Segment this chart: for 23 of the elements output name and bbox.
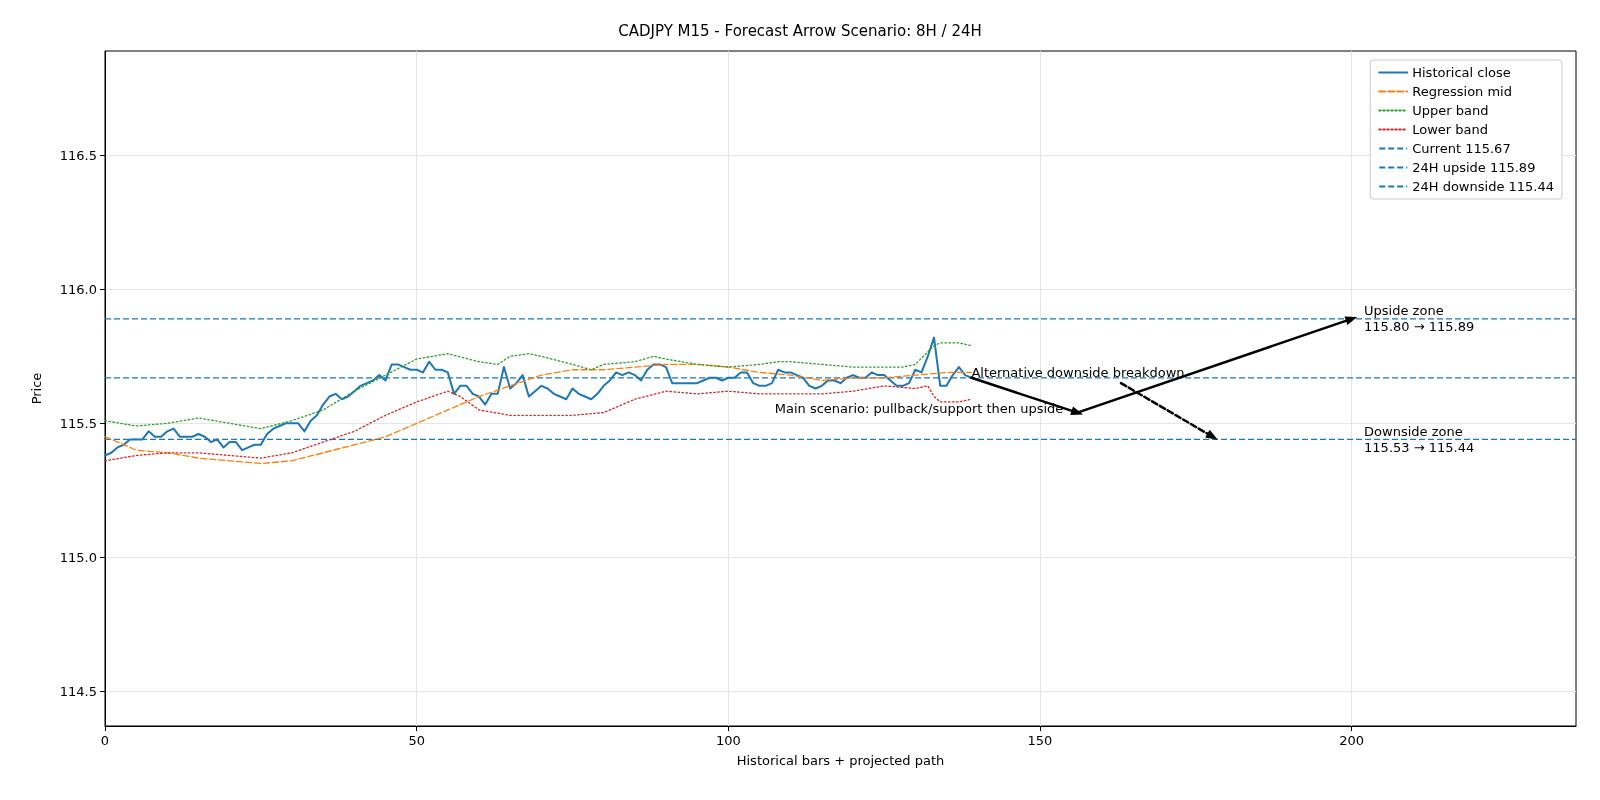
y-tick-label: 115.0 — [59, 549, 97, 565]
annotation: Alternative downside breakdown — [971, 365, 1185, 381]
y-tick-label: 116.0 — [59, 281, 97, 297]
chart-title: CADJPY M15 - Forecast Arrow Scenario: 8H / 24H — [618, 21, 982, 40]
x-tick-label: 200 — [1339, 733, 1365, 748]
legend-label: Historical close — [1412, 65, 1511, 80]
legend-label: Regression mid — [1412, 84, 1512, 99]
legend-label: 24H upside 115.89 — [1412, 160, 1536, 175]
legend-label: Upper band — [1412, 103, 1489, 118]
x-tick-label: 150 — [1027, 733, 1053, 748]
x-axis-title: Historical bars + projected path — [736, 753, 945, 768]
y-axis-title: Price — [29, 372, 44, 405]
y-tick-label: 116.5 — [59, 147, 97, 163]
x-tick-label: 50 — [408, 733, 425, 748]
y-tick-label: 114.5 — [59, 683, 97, 699]
legend-label: 24H downside 115.44 — [1412, 179, 1554, 194]
legend-label: Lower band — [1412, 122, 1489, 137]
annotation: Downside zone 115.53 → 115.44 — [1364, 423, 1475, 455]
legend-label: Current 115.67 — [1412, 141, 1511, 156]
x-tick-label: 0 — [100, 733, 110, 748]
y-tick-label: 115.5 — [59, 415, 97, 431]
x-tick-label: 100 — [715, 733, 741, 748]
annotation: Upside zone 115.80 → 115.89 — [1364, 303, 1475, 335]
